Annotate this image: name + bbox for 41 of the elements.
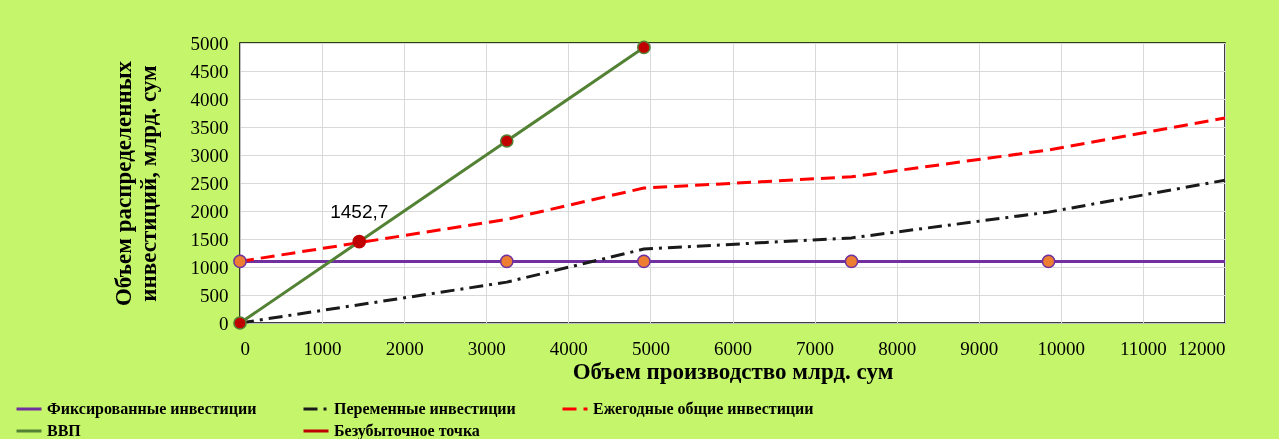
- x-tick-label: 8000: [878, 337, 917, 359]
- point: [352, 234, 367, 249]
- y-axis-title: Объем распределенных инвестиций, млрд. сум: [110, 60, 161, 307]
- x-tick-label: 6000: [714, 337, 752, 359]
- y-tick-label: 2000: [190, 200, 229, 222]
- x-tick-label: 7000: [796, 337, 835, 359]
- x-tick-label: 4000: [549, 337, 588, 359]
- y-tick-label: 4000: [190, 88, 229, 110]
- legend-label: Переменные инвестиции: [334, 400, 516, 418]
- x-tick-label: 3000: [467, 337, 506, 359]
- annotation: 1452,7: [330, 200, 389, 222]
- y-tick-label: 1500: [190, 228, 229, 250]
- y-tick-label: 0: [219, 312, 229, 334]
- x-tick-label: 11000: [1120, 337, 1167, 359]
- x-tick-label: 5000: [631, 337, 670, 359]
- y-tick-label: 3000: [190, 144, 229, 166]
- x-tick-label: 12000: [1178, 337, 1226, 359]
- y-tick-label: 2500: [190, 172, 229, 194]
- point: [499, 254, 514, 269]
- x-axis-title: Объем производство млрд. сум: [572, 358, 894, 384]
- legend-label: Фиксированные инвестиции: [47, 400, 257, 418]
- legend-label: Безубыточное точка: [334, 422, 480, 439]
- y-tick-label: 3500: [190, 116, 229, 138]
- x-tick-label: 10000: [1037, 337, 1086, 359]
- legend-label: Ежегодные общие инвестиции: [593, 400, 814, 417]
- point: [636, 40, 651, 55]
- x-tick-label: 9000: [960, 337, 999, 359]
- y-tick-label: 1000: [190, 256, 229, 278]
- point: [844, 254, 859, 269]
- legend-label: ВВП: [47, 422, 82, 439]
- y-tick-label: 4500: [190, 60, 229, 82]
- point: [233, 316, 247, 330]
- x-tick-label: 1000: [303, 337, 342, 359]
- y-tick-label: 5000: [190, 32, 229, 54]
- x-tick-label: 0: [240, 337, 250, 359]
- x-tick-label: 2000: [385, 337, 424, 359]
- point: [499, 134, 514, 148]
- point: [1041, 254, 1056, 269]
- point: [233, 254, 247, 269]
- y-tick-label: 500: [200, 284, 229, 306]
- point: [636, 254, 651, 269]
